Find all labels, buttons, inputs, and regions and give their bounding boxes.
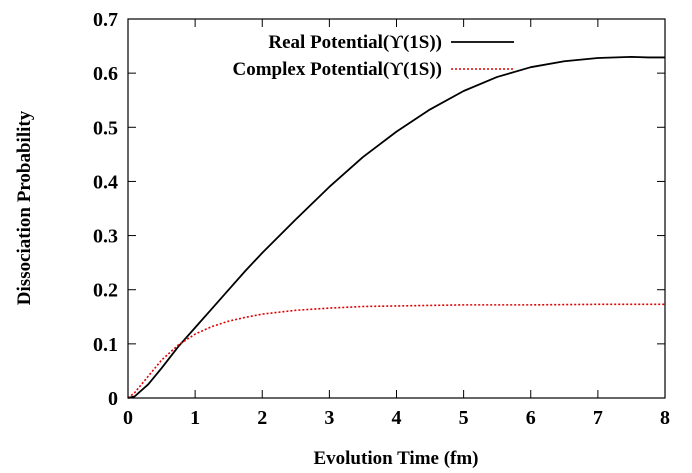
complex-potential-line — [127, 303, 665, 399]
real-potential-line — [127, 56, 665, 399]
y-tick-label-1: 0.1 — [93, 334, 118, 356]
x-tick-label-7: 7 — [593, 407, 603, 429]
legend: Real Potential(ϒ(1S)) Complex Potential(… — [233, 32, 514, 80]
tick-labels: 0 1 2 3 4 5 6 7 8 0 0.1 0.2 0.3 0.4 0.5 0.6 0.7 — [93, 9, 670, 429]
x-tick-label-8: 8 — [660, 407, 670, 429]
x-tick-label-0: 0 — [123, 407, 133, 429]
y-tick-label-3: 0.3 — [93, 226, 118, 248]
y-axis-label: Dissociation Probability — [14, 110, 35, 305]
legend-label-real: Real Potential(ϒ(1S)) — [268, 32, 442, 53]
x-tick-label-4: 4 — [392, 407, 402, 429]
plot-frame — [127, 18, 666, 399]
y-tick-label-0: 0 — [108, 388, 118, 410]
y-tick-label-4: 0.4 — [93, 171, 118, 193]
y-tick-label-7: 0.7 — [93, 9, 118, 31]
x-axis-label: Evolution Time (fm) — [313, 448, 478, 469]
x-tick-label-6: 6 — [526, 407, 536, 429]
y-tick-label-2: 0.2 — [93, 280, 118, 302]
y-tick-label-6: 0.6 — [93, 63, 118, 85]
y-tick-label-5: 0.5 — [93, 117, 118, 139]
series-lines — [127, 56, 665, 399]
x-tick-label-3: 3 — [324, 407, 334, 429]
x-tick-label-5: 5 — [459, 407, 469, 429]
legend-label-complex: Complex Potential(ϒ(1S)) — [233, 59, 443, 80]
x-tick-label-2: 2 — [257, 407, 267, 429]
x-tick-label-1: 1 — [190, 407, 200, 429]
